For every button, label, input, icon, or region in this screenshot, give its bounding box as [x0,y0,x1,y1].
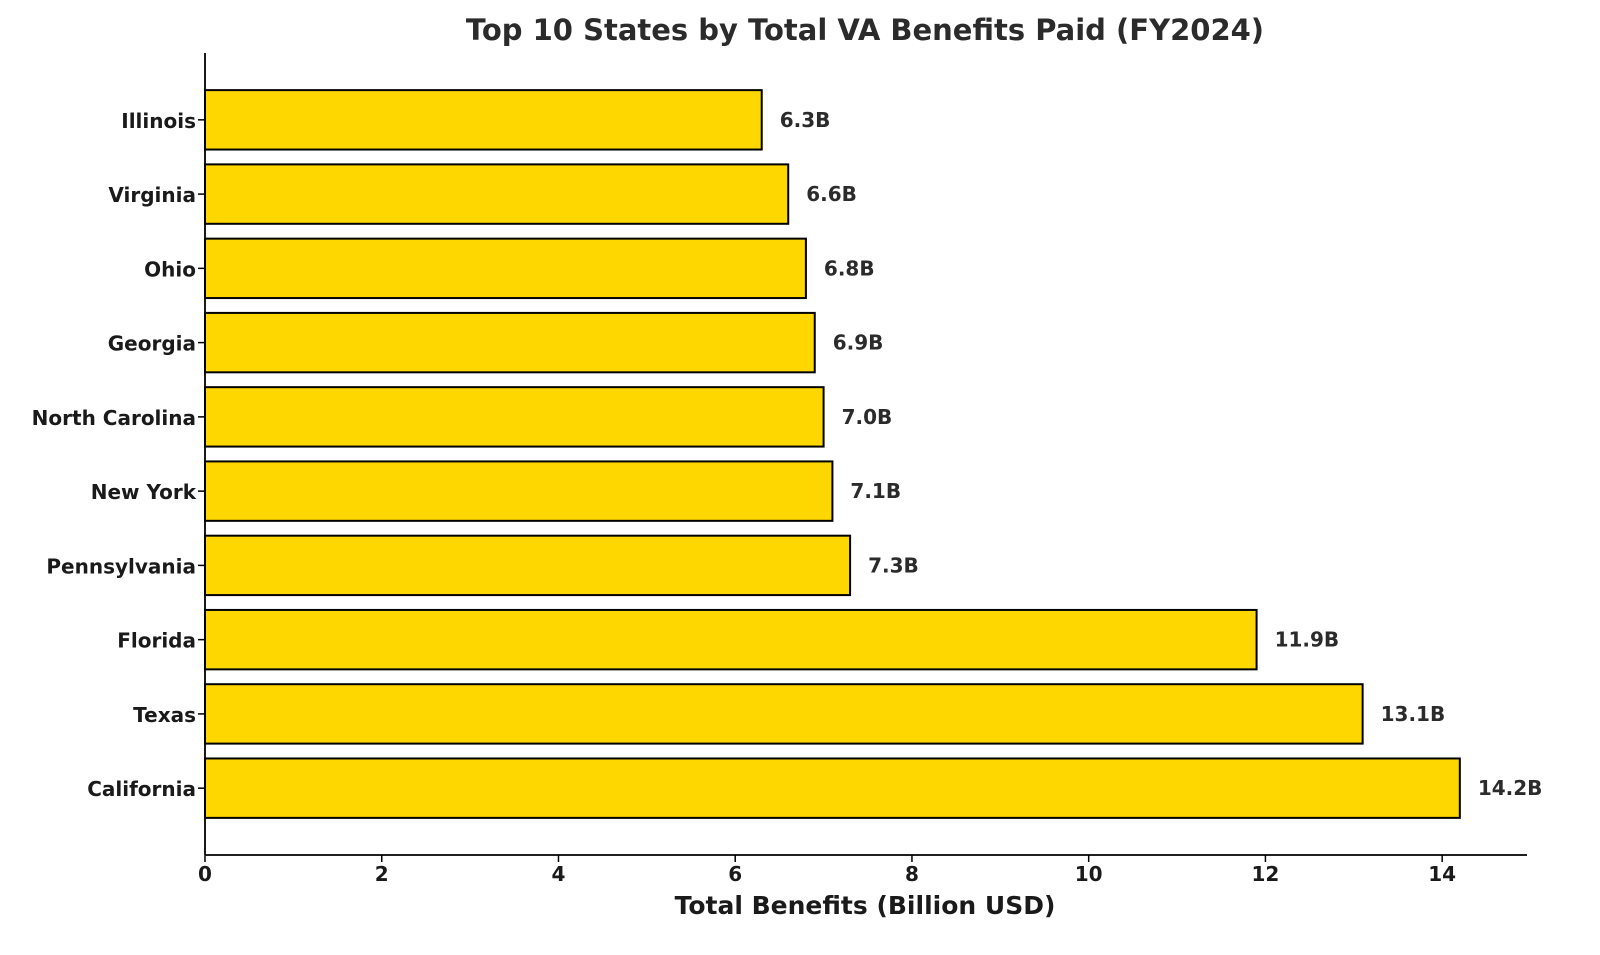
y-tick-label: New York [91,480,197,504]
data-label: 6.6B [806,182,857,206]
data-label: 14.2B [1478,776,1543,800]
y-tick-label: Ohio [144,257,196,281]
y-tick-label: Illinois [121,109,196,133]
bar [204,757,1461,819]
bar [204,460,834,522]
x-tick-label: 14 [1428,862,1456,886]
x-tick-label: 4 [552,862,566,886]
data-label: 6.8B [824,256,875,280]
x-axis-label: Total Benefits (Billion USD) [675,891,1056,920]
data-label: 11.9B [1275,628,1340,652]
x-tick-label: 2 [375,862,389,886]
bar [204,163,790,225]
bar [204,534,852,597]
x-tick-label: 8 [905,862,919,886]
y-tick-label: Virginia [108,183,196,207]
y-tick-label: California [87,777,196,801]
x-tick-label: 12 [1252,862,1280,886]
y-tick-label: Georgia [108,332,196,356]
data-label: 7.1B [850,479,901,503]
data-label: 6.9B [833,331,884,355]
data-label: 7.0B [842,405,893,429]
y-tick-label: Florida [117,629,196,653]
data-label: 7.3B [868,553,919,577]
x-tick-label: 10 [1075,862,1103,886]
bar [204,608,1258,671]
y-tick-label: Pennsylvania [46,554,196,578]
data-label: 13.1B [1381,702,1446,726]
bar [204,311,816,374]
y-tick-label: North Carolina [32,406,196,430]
x-tick-label: 0 [198,862,212,886]
bar [204,89,763,151]
x-tick-label: 6 [728,862,742,886]
chart-title: Top 10 States by Total VA Benefits Paid … [466,13,1264,47]
y-tick-label: Texas [133,703,196,727]
bar [204,386,825,448]
bar [204,237,807,300]
bar [204,683,1364,745]
data-label: 6.3B [780,108,831,132]
